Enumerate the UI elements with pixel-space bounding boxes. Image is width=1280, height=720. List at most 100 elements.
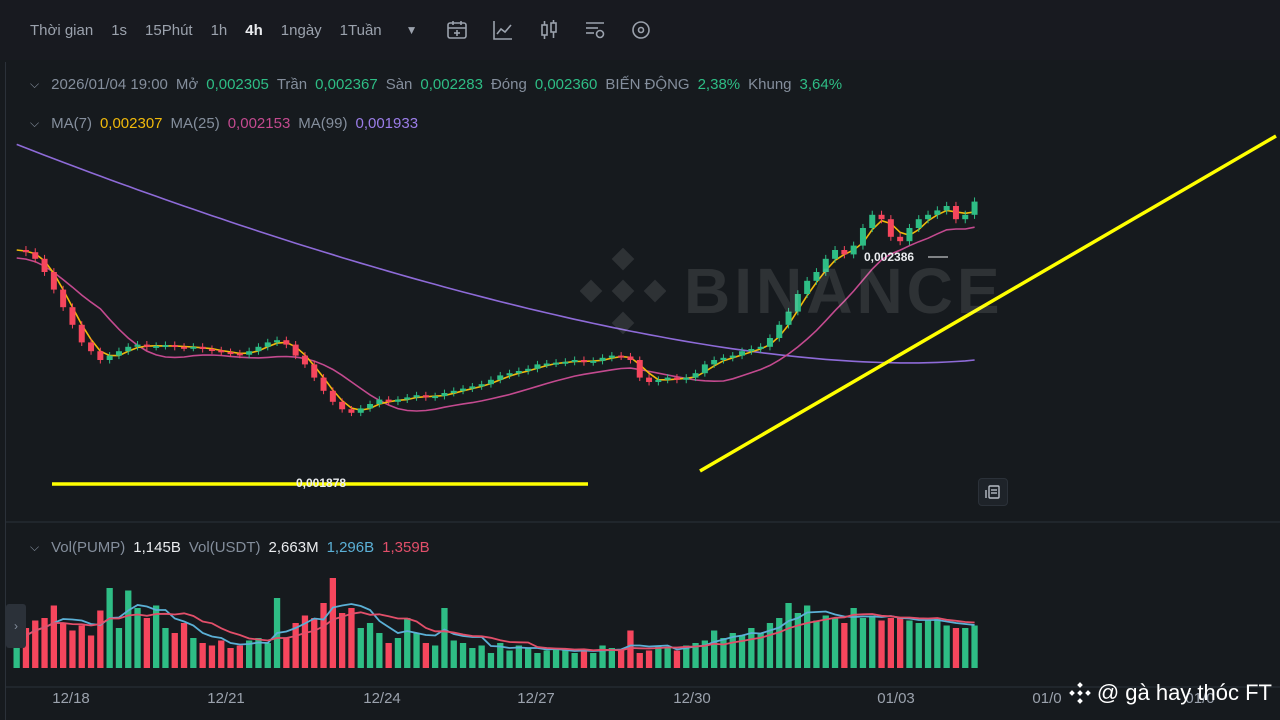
- candle-body: [171, 345, 178, 348]
- interval-1s[interactable]: 1s: [111, 21, 128, 39]
- volume-bar: [943, 625, 950, 668]
- interval-1h[interactable]: 1h: [210, 21, 228, 39]
- volume-bar: [552, 648, 560, 668]
- candle-body: [357, 408, 364, 413]
- volume-bar: [469, 648, 476, 668]
- line-chart-icon[interactable]: [492, 19, 514, 41]
- volume-bar: [385, 643, 392, 668]
- candle-body: [134, 344, 141, 347]
- volume-bar: [562, 650, 569, 668]
- volume-bar: [897, 618, 904, 668]
- volume-bar: [301, 615, 309, 668]
- panel-expand-handle[interactable]: ›: [6, 604, 26, 648]
- candle-body: [441, 393, 448, 397]
- volume-bar: [413, 633, 420, 668]
- calendar-indicator-icon[interactable]: [446, 19, 468, 41]
- volume-bar: [822, 615, 829, 668]
- x-tick-label: 01/03: [877, 690, 915, 707]
- volume-bar: [497, 643, 504, 668]
- settings-list-icon[interactable]: [584, 19, 606, 41]
- ma25-value: 0,002153: [227, 115, 291, 132]
- candle-body: [69, 307, 76, 325]
- x-tick-label: 12/18: [52, 690, 90, 707]
- volume-bar: [125, 590, 132, 668]
- interval-4h[interactable]: 4h: [245, 21, 263, 39]
- candle-body: [367, 404, 374, 409]
- candle-body: [246, 351, 253, 355]
- volume-bar: [487, 653, 495, 668]
- volume-bar: [924, 620, 932, 668]
- volume-bar: [887, 618, 894, 668]
- candle-body: [153, 345, 160, 348]
- volume-bar: [971, 625, 978, 668]
- volume-bar: [766, 623, 774, 668]
- ma7-value: 0,002307: [99, 115, 163, 132]
- candle-body: [162, 345, 169, 348]
- candle-body: [264, 342, 271, 347]
- ma7-line: [16, 209, 975, 412]
- volume-bar: [87, 635, 95, 668]
- candle-body: [794, 294, 801, 312]
- candle-body: [599, 357, 606, 361]
- volume-bar: [32, 620, 39, 668]
- candle-body: [115, 351, 122, 356]
- vol-collapse-chevron-icon[interactable]: ⌵: [30, 540, 40, 554]
- candle-body: [143, 344, 150, 347]
- volume-bar: [543, 650, 550, 668]
- volume-bar: [711, 630, 718, 668]
- target-icon[interactable]: [630, 19, 652, 41]
- candle-body: [739, 351, 746, 356]
- collapse-chevron-icon[interactable]: ⌵: [30, 77, 40, 91]
- candle-body: [32, 252, 39, 259]
- change-value: 2,38%: [697, 76, 741, 93]
- x-tick-label: 12/27: [517, 690, 555, 707]
- candle-date: 2026/01/04 19:00: [51, 76, 168, 93]
- chart-area[interactable]: 0,001878 0,002386: [5, 62, 1280, 720]
- volume-bar: [831, 618, 839, 668]
- ma-row: ⌵ MA(7) 0,002307 MA(25) 0,002153 MA(99) …: [30, 115, 418, 132]
- interval-1w[interactable]: 1Tuần: [339, 21, 382, 39]
- candle-body: [506, 373, 513, 376]
- volume-bar: [394, 638, 402, 668]
- volume-bar: [97, 610, 104, 668]
- ma-collapse-chevron-icon[interactable]: ⌵: [30, 116, 40, 130]
- data-window-button[interactable]: [978, 478, 1008, 506]
- candle-body: [785, 311, 792, 325]
- low-price-label: 0,001878: [296, 476, 346, 490]
- interval-1d[interactable]: 1ngày: [280, 21, 322, 39]
- candle-body: [97, 351, 104, 360]
- volume-bar: [171, 633, 178, 668]
- open-value: 0,002305: [206, 76, 269, 93]
- candle-body: [283, 340, 290, 345]
- candle-body: [255, 346, 262, 352]
- vol-pump-label: Vol(PUMP): [51, 539, 126, 556]
- ma25-label: MA(25): [170, 115, 220, 132]
- volume-bar: [580, 650, 588, 668]
- time-label[interactable]: Thời gian: [30, 21, 94, 39]
- candle-body: [627, 356, 634, 360]
- candle-body: [404, 397, 411, 400]
- volume-bar: [673, 650, 681, 668]
- volume-bar: [376, 633, 383, 668]
- candle-body: [311, 364, 318, 378]
- volume-bar: [850, 608, 857, 668]
- candle-body: [348, 409, 355, 413]
- volume-bar: [952, 628, 960, 668]
- volume-bar: [153, 605, 160, 668]
- volume-bar: [255, 638, 262, 668]
- volume-bar: [515, 645, 522, 668]
- candle-body: [376, 399, 383, 404]
- more-intervals-caret-icon[interactable]: ▼: [405, 23, 418, 37]
- candle-body: [711, 360, 718, 365]
- candle-body: [478, 384, 485, 387]
- price-chart-svg[interactable]: 0,001878 0,002386: [6, 62, 1280, 720]
- volume-ma-b-line: [16, 611, 975, 652]
- candle-body: [822, 258, 829, 272]
- candles-icon[interactable]: [538, 19, 560, 41]
- volume-bar: [292, 623, 299, 668]
- ohlc-row: ⌵ 2026/01/04 19:00 Mở 0,002305 Trần 0,00…: [30, 76, 842, 93]
- volume-bar: [218, 640, 225, 668]
- ma99-label: MA(99): [298, 115, 348, 132]
- candle-body: [841, 250, 848, 255]
- interval-15m[interactable]: 15Phút: [145, 21, 193, 39]
